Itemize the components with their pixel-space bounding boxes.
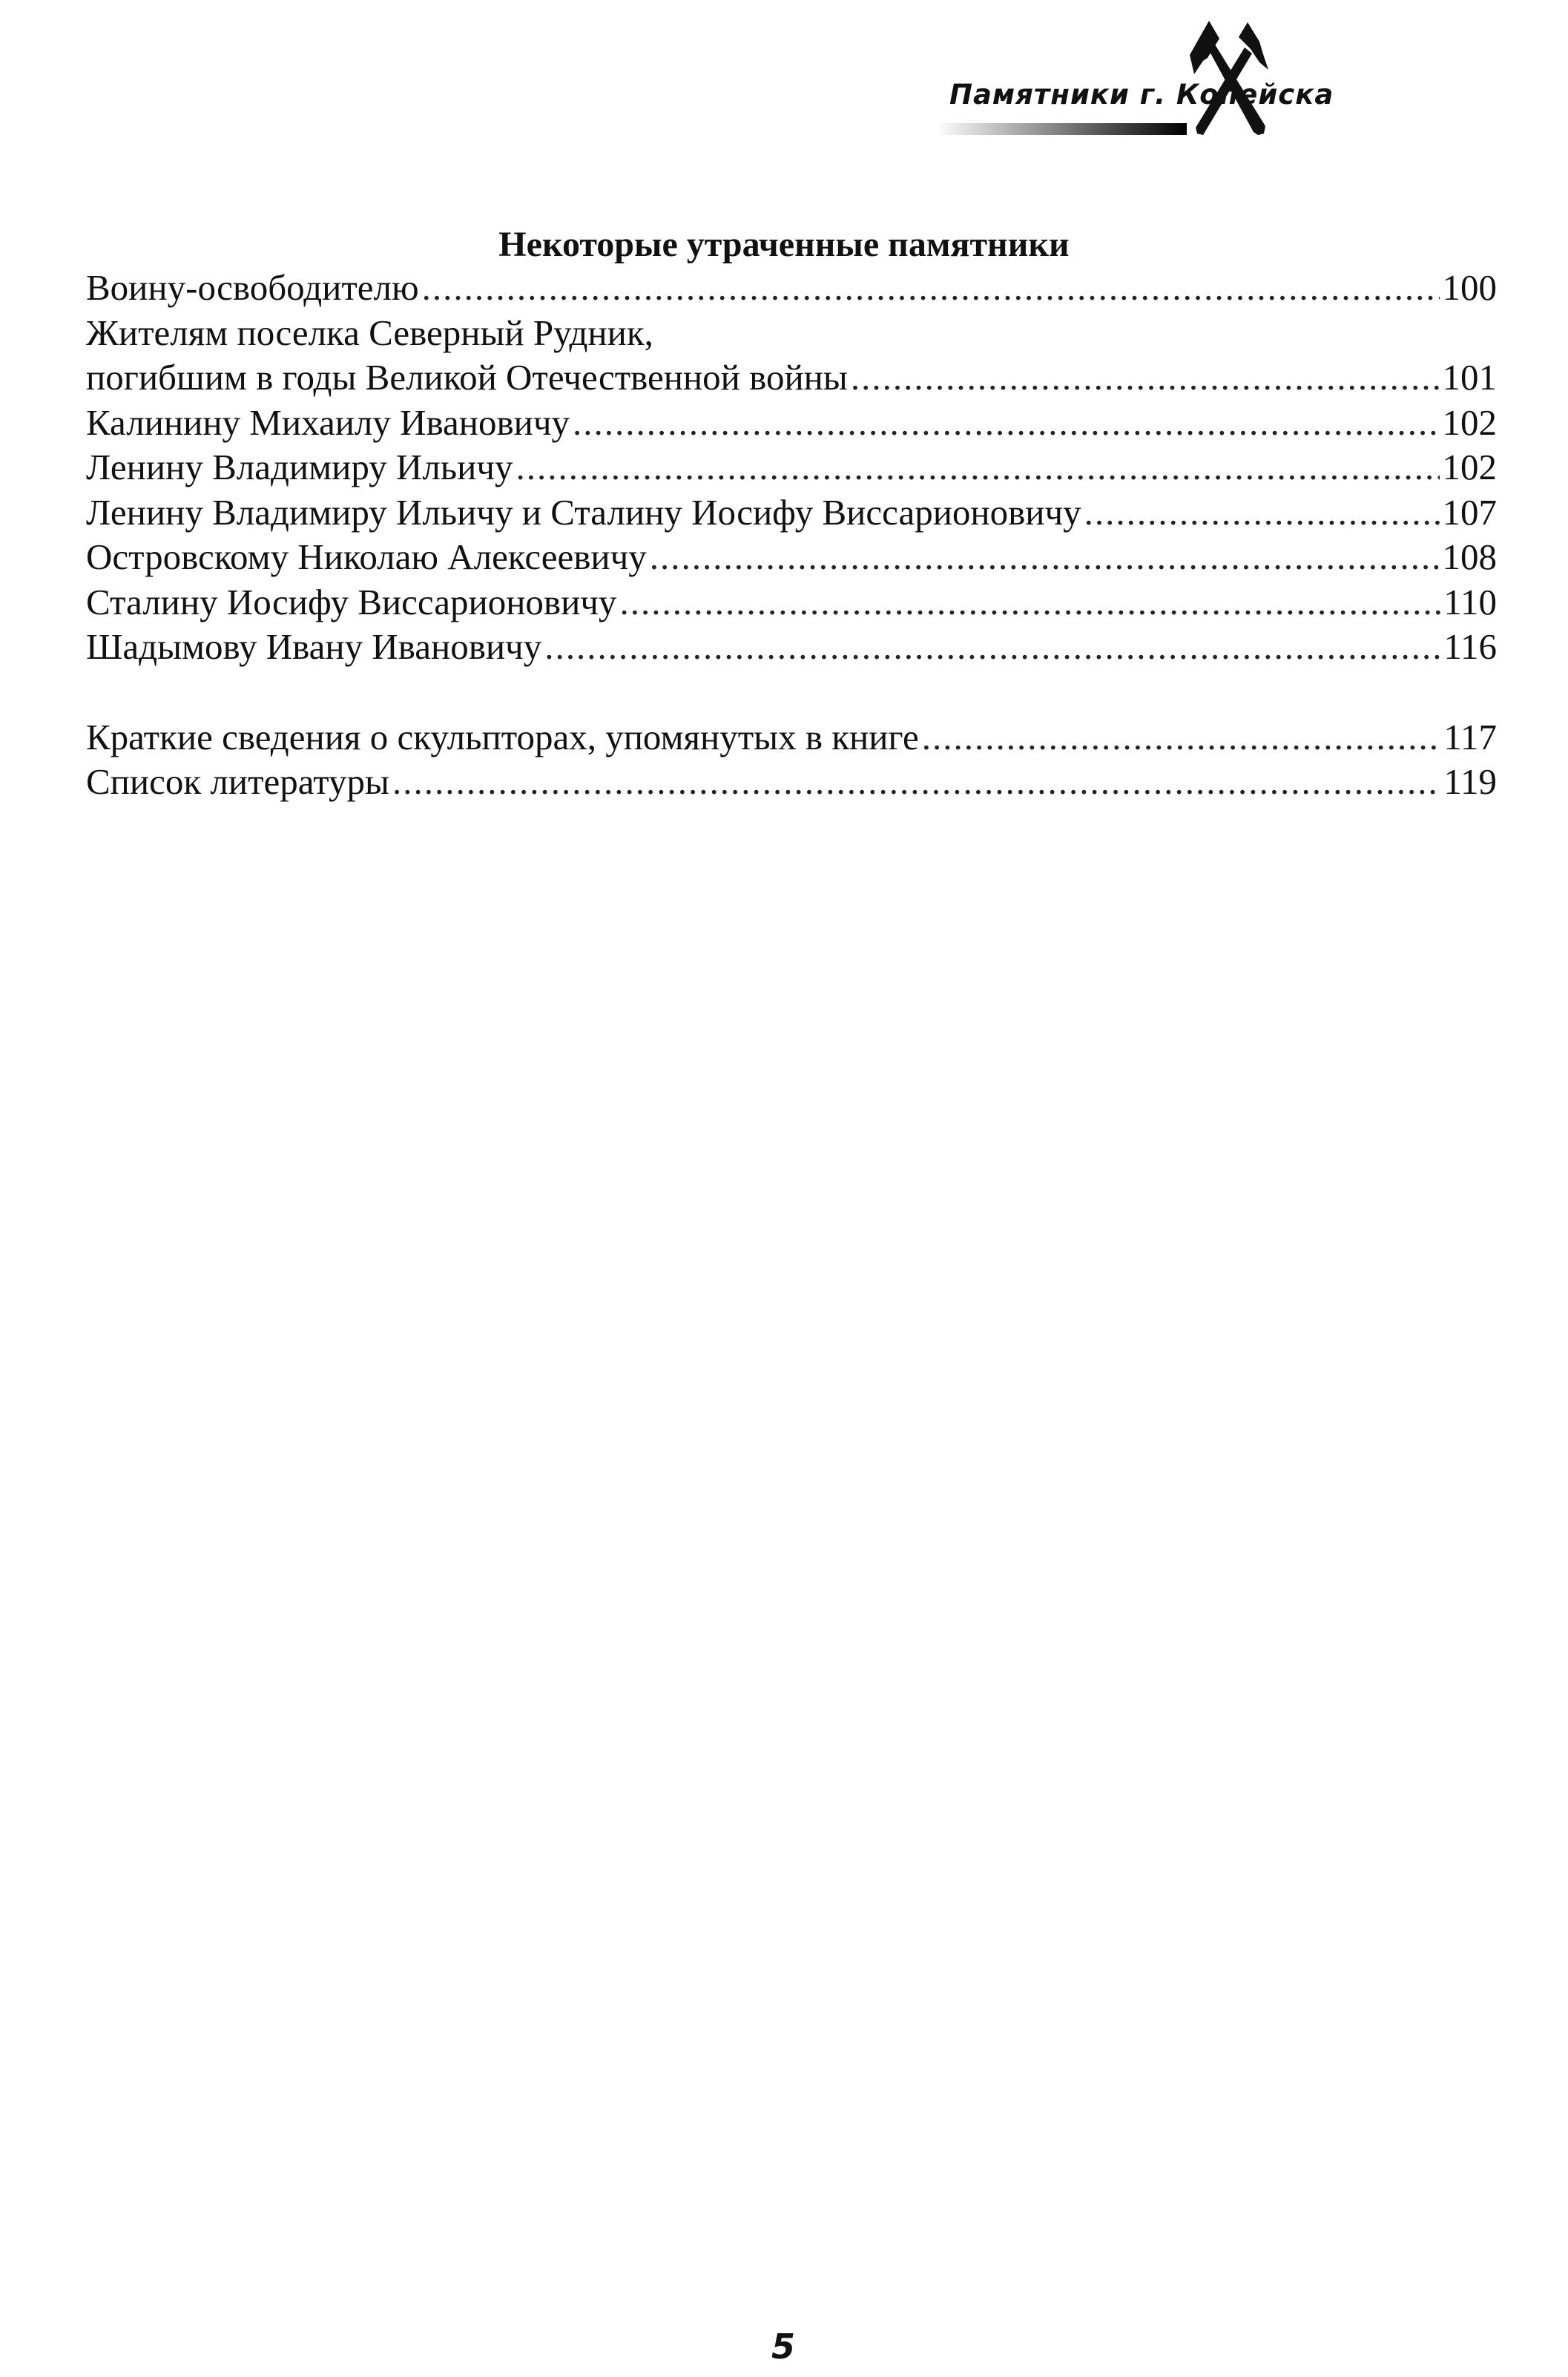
toc-entry[interactable]: погибшим в годы Великой Отечественной во… <box>86 355 1497 401</box>
toc-entry-page: 102 <box>1442 447 1498 487</box>
dot-leader <box>650 535 1440 579</box>
section-title: Некоторые утраченные памятники <box>498 225 1070 264</box>
toc-entry-label: Островскому Николаю Алексеевичу <box>86 536 647 577</box>
toc-entry-page: 100 <box>1442 267 1498 308</box>
toc-entry-page: 117 <box>1443 716 1497 757</box>
crossed-hammer-and-pick-icon <box>1190 21 1268 135</box>
toc-entry-page: 116 <box>1443 626 1497 667</box>
toc-entry-label: Калинину Михаилу Ивановичу <box>86 401 570 443</box>
toc-entry[interactable]: Краткие сведения о скульпторах, упомянут… <box>86 715 1497 760</box>
toc-entry-label: Шадымову Ивану Ивановичу <box>86 626 542 667</box>
dot-leader <box>851 355 1440 400</box>
toc-entry-page: 110 <box>1443 581 1497 622</box>
toc-entry-label: Сталину Иосифу Виссарионовичу <box>86 581 617 622</box>
dot-leader <box>573 401 1440 445</box>
running-title: Памятники г. Копейска <box>949 79 1334 111</box>
toc-entry[interactable]: Жителям поселка Северный Рудник, <box>86 311 1497 356</box>
dot-leader <box>516 445 1440 490</box>
dot-leader <box>422 266 1440 310</box>
spacer <box>86 670 1497 715</box>
toc-entry[interactable]: Воину-освободителю 100 <box>86 266 1497 311</box>
dot-leader <box>392 760 1440 804</box>
header-gradient-bar <box>936 123 1187 135</box>
toc-entry-page: 107 <box>1442 491 1498 533</box>
toc-entry[interactable]: Ленину Владимиру Ильичу 102 <box>86 445 1497 490</box>
table-of-contents: Воину-освободителю 100 Жителям поселка Се… <box>86 266 1497 805</box>
dot-leader <box>1084 490 1440 535</box>
dot-leader <box>544 625 1440 669</box>
toc-entry-label: Краткие сведения о скульпторах, упомянут… <box>86 716 919 757</box>
toc-entry-label: Жителям поселка Северный Рудник, <box>86 312 653 353</box>
toc-entry-label: погибшим в годы Великой Отечественной во… <box>86 357 848 398</box>
toc-entry-label: Список литературы <box>86 761 389 802</box>
toc-entry[interactable]: Список литературы 119 <box>86 760 1497 805</box>
page-number: 5 <box>771 2327 796 2367</box>
toc-entry[interactable]: Калинину Михаилу Ивановичу 102 <box>86 401 1497 446</box>
toc-entry-label: Ленину Владимиру Ильичу <box>86 447 513 487</box>
dot-leader <box>922 715 1441 760</box>
toc-entry-label: Воину-освободителю <box>86 267 419 308</box>
toc-entry[interactable]: Сталину Иосифу Виссарионовичу 110 <box>86 580 1497 625</box>
toc-entry[interactable]: Островскому Николаю Алексеевичу 108 <box>86 535 1497 580</box>
toc-entry-page: 119 <box>1443 761 1497 802</box>
toc-entry[interactable]: Шадымову Ивану Ивановичу 116 <box>86 625 1497 670</box>
toc-entry-page: 101 <box>1442 357 1498 398</box>
dot-leader <box>619 580 1440 625</box>
toc-entry[interactable]: Ленину Владимиру Ильичу и Сталину Иосифу… <box>86 490 1497 536</box>
toc-entry-page: 102 <box>1442 401 1498 443</box>
toc-entry-label: Ленину Владимиру Ильичу и Сталину Иосифу… <box>86 491 1081 533</box>
toc-entry-page: 108 <box>1442 536 1498 577</box>
